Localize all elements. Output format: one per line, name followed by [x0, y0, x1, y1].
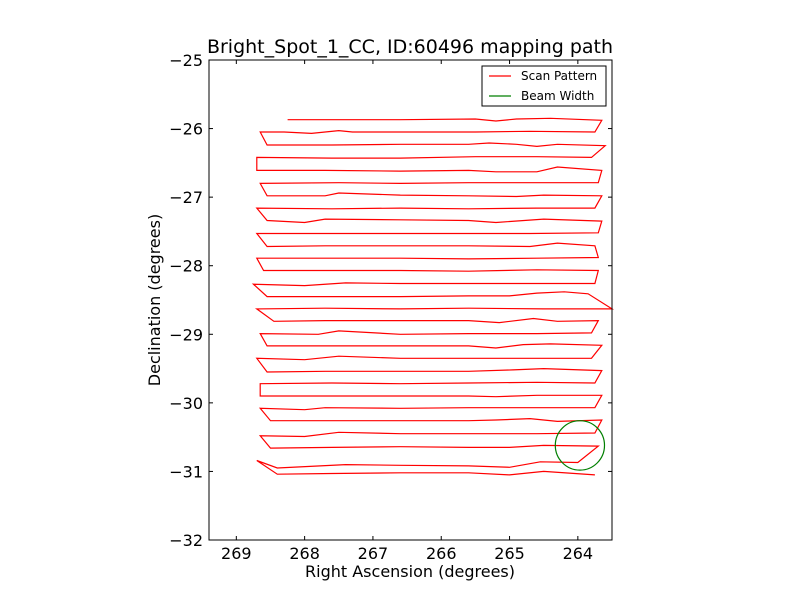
- legend: Scan Pattern Beam Width: [481, 65, 607, 107]
- x-tick-label: 264: [563, 544, 594, 563]
- legend-box: [481, 65, 607, 107]
- y-tick-label: −29: [169, 325, 203, 344]
- x-tick-label: 268: [289, 544, 320, 563]
- chart-title: Bright_Spot_1_CC, ID:60496 mapping path: [207, 36, 613, 58]
- legend-beam-label: Beam Width: [521, 89, 594, 103]
- y-tick-label: −25: [169, 51, 203, 70]
- y-axis-label: Declination (degrees): [145, 214, 164, 386]
- y-tick-label: −28: [169, 257, 203, 276]
- y-tick-label: −30: [169, 394, 203, 413]
- x-axis-ticks: 269 268 267 266 265 264: [221, 60, 593, 563]
- x-tick-label: 265: [494, 544, 525, 563]
- y-axis-ticks: −32 −31 −30 −29 −28 −27 −26 −25: [169, 51, 612, 550]
- legend-scan-label: Scan Pattern: [521, 69, 597, 83]
- y-tick-label: −26: [169, 120, 203, 139]
- x-axis-label: Right Ascension (degrees): [305, 562, 515, 581]
- x-tick-label: 269: [221, 544, 252, 563]
- x-tick-label: 266: [426, 544, 457, 563]
- y-tick-label: −32: [169, 531, 203, 550]
- plot-frame: [208, 59, 613, 541]
- x-tick-label: 267: [358, 544, 389, 563]
- y-tick-label: −31: [169, 462, 203, 481]
- y-tick-label: −27: [169, 188, 203, 207]
- beam-width-circle: [554, 420, 606, 471]
- scan-pattern-line: [251, 117, 615, 476]
